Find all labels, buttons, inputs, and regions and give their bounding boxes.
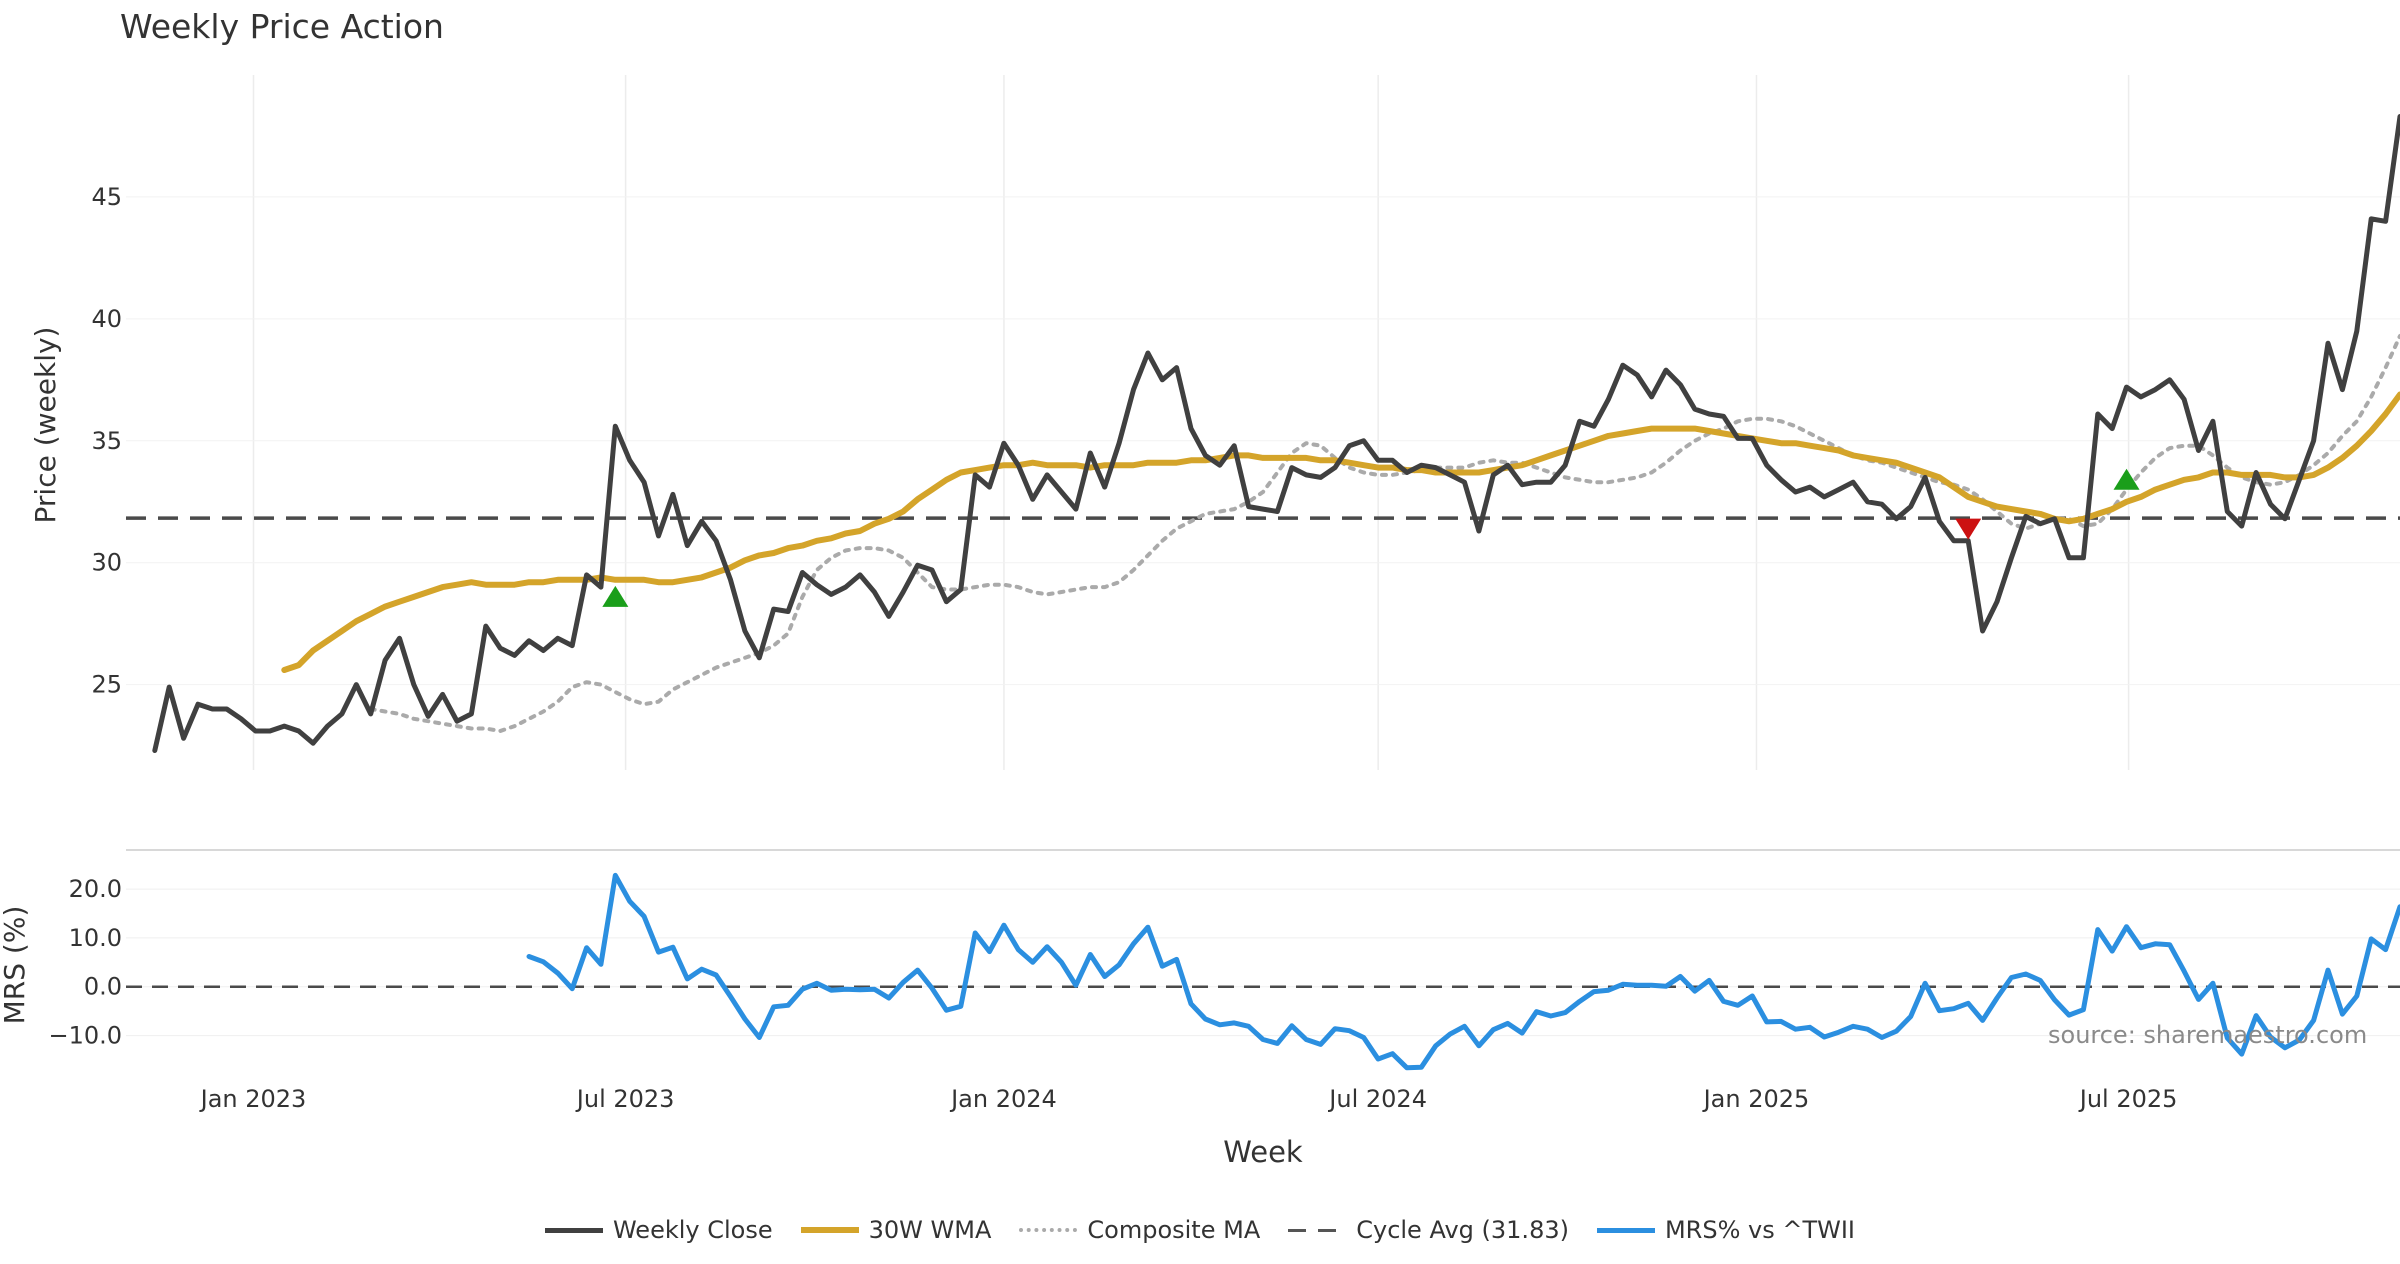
- x-tick-label: Jul 2023: [575, 1085, 675, 1113]
- y-axis-label-price: Price (weekly): [29, 327, 62, 524]
- legend-swatch-cycle-avg: [1288, 1228, 1347, 1232]
- y-tick-label-price: 30: [91, 549, 122, 577]
- legend-swatch-30w-wma: [800, 1227, 859, 1233]
- legend-item-mrs: MRS% vs ^TWII: [1596, 1216, 1856, 1244]
- signal-marker-layer: [602, 468, 2140, 607]
- legend-item-30w-wma: 30W WMA: [800, 1216, 992, 1244]
- legend-label: MRS% vs ^TWII: [1664, 1216, 1856, 1244]
- legend-label: Weekly Close: [612, 1216, 773, 1244]
- legend-item-composite-ma: Composite MA: [1019, 1216, 1260, 1244]
- y-tick-label-price: 35: [91, 427, 122, 455]
- legend-swatch-weekly-close: [544, 1227, 603, 1233]
- series-layer: [126, 114, 2400, 1071]
- y-tick-label-price: 40: [91, 305, 122, 333]
- sell-signal-marker: [1955, 518, 1982, 540]
- x-tick-label: Jul 2025: [2078, 1085, 2178, 1113]
- y-tick-label-mrs: 10.0: [69, 924, 122, 952]
- buy-signal-marker: [602, 585, 629, 607]
- weekly-close-line: [152, 114, 2400, 753]
- legend-swatch-composite-ma: [1019, 1228, 1078, 1232]
- y-tick-label-price: 25: [91, 671, 122, 699]
- legend: Weekly Close 30W WMA Composite MA Cycle …: [0, 1210, 2400, 1250]
- tick-layer: Jan 2023 Jul 2023 Jan 2024 Jul 2024 Jan 2025…: [48, 183, 2177, 1113]
- source-note: source: sharemaestro.com: [2048, 1021, 2368, 1049]
- y-axis-label-mrs: MRS (%): [0, 906, 31, 1025]
- x-tick-label: Jan 2023: [199, 1085, 307, 1113]
- mrs-line: [526, 872, 2400, 1071]
- x-tick-label: Jan 2024: [949, 1085, 1057, 1113]
- grid-layer: [126, 75, 2400, 1037]
- y-tick-label-mrs: 0.0: [84, 973, 122, 1001]
- x-tick-label: Jan 2025: [1702, 1085, 1810, 1113]
- composite-ma-line: [368, 333, 2400, 733]
- buy-signal-marker: [2113, 468, 2140, 490]
- y-tick-label-mrs: −10.0: [48, 1022, 122, 1050]
- y-tick-label-price: 45: [91, 183, 122, 211]
- x-axis-label: Week: [1223, 1135, 1303, 1169]
- legend-label: Cycle Avg (31.83): [1356, 1216, 1569, 1244]
- legend-item-weekly-close: Weekly Close: [544, 1216, 773, 1244]
- x-tick-label: Jul 2024: [1327, 1085, 1427, 1113]
- chart-title: Weekly Price Action: [120, 7, 444, 46]
- legend-label: 30W WMA: [868, 1216, 992, 1244]
- wma-30w-line: [281, 391, 2400, 673]
- legend-label: Composite MA: [1087, 1216, 1261, 1244]
- legend-swatch-mrs: [1596, 1227, 1655, 1233]
- y-tick-label-mrs: 20.0: [69, 875, 122, 903]
- legend-item-cycle-avg: Cycle Avg (31.83): [1288, 1216, 1569, 1244]
